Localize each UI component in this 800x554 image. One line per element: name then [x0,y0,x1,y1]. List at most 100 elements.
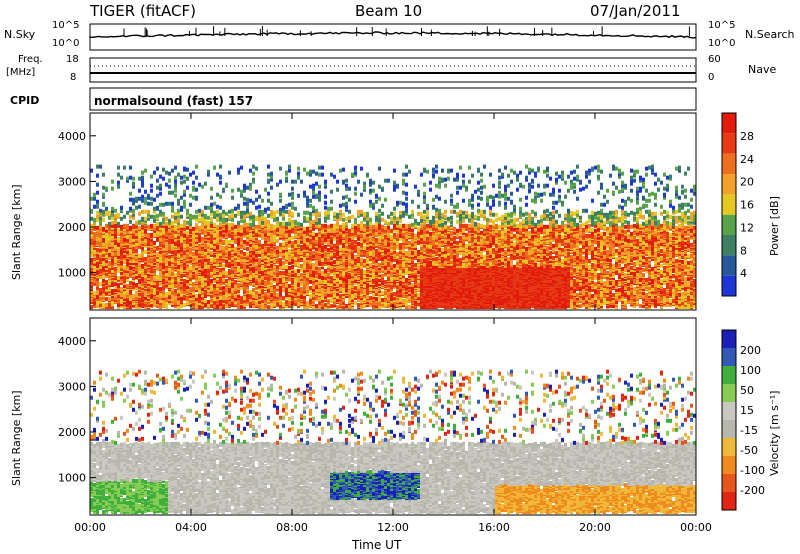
data-cell [324,184,327,189]
data-cell [321,278,324,283]
data-cell [177,234,180,239]
data-cell [159,231,162,236]
data-cell [243,243,246,248]
data-cell [345,207,348,212]
data-cell [168,272,171,277]
data-cell [171,274,174,279]
data-cell [234,272,237,277]
data-cell [291,263,294,268]
data-cell [114,213,117,218]
data-cell [138,303,141,308]
data-cell [126,289,129,294]
data-cell [234,251,237,256]
data-cell [210,186,213,191]
data-cell [243,183,246,188]
data-cell [339,294,342,299]
data-cell [345,244,348,249]
data-cell [270,246,273,251]
data-cell [240,300,243,305]
data-cell [270,174,273,179]
data-cell [180,269,183,274]
data-cell [195,214,198,219]
data-cell [351,268,354,273]
data-cell [102,172,105,177]
data-cell [258,248,261,253]
data-cell [231,261,234,266]
data-cell [333,211,336,216]
data-cell [273,257,276,262]
data-cell [135,224,138,229]
data-cell [342,305,345,310]
data-cell [345,185,348,190]
data-cell [216,254,219,259]
data-cell [333,270,336,275]
data-cell [348,279,351,284]
data-cell [168,184,171,189]
data-cell [219,212,222,217]
data-cell [198,305,201,310]
data-cell [207,244,210,249]
data-cell [96,270,99,275]
data-cell [294,274,297,279]
data-cell [354,228,357,233]
data-cell [198,225,201,230]
data-cell [126,225,129,230]
data-cell [222,256,225,261]
data-cell [162,232,165,237]
data-cell [330,286,333,291]
data-cell [186,208,189,213]
data-cell [336,292,339,297]
data-cell [324,288,327,293]
data-cell [141,209,144,214]
data-cell [264,296,267,301]
data-cell [189,233,192,238]
data-cell [171,257,174,262]
data-cell [363,181,366,186]
data-cell [195,217,198,222]
data-cell [222,234,225,239]
data-cell [291,243,294,248]
data-cell [186,263,189,268]
data-cell [210,294,213,299]
data-cell [360,241,363,246]
data-cell [330,282,333,287]
data-cell [288,257,291,262]
data-cell [309,268,312,273]
data-cell [186,232,189,237]
data-cell [171,205,174,210]
data-cell [177,285,180,290]
data-cell [114,271,117,276]
data-cell [96,301,99,306]
data-cell [309,254,312,259]
data-cell [183,260,186,265]
data-cell [333,285,336,290]
data-cell [240,243,243,248]
data-cell [249,225,252,230]
data-cell [294,268,297,273]
data-cell [135,237,138,242]
data-cell [210,269,213,274]
data-cell [303,263,306,268]
data-cell [189,292,192,297]
data-cell [174,226,177,231]
data-cell [216,215,219,220]
data-cell [312,223,315,228]
data-cell [252,179,255,184]
data-cell [216,230,219,235]
data-cell [174,224,177,229]
data-cell [237,240,240,245]
data-cell [342,280,345,285]
data-cell [246,227,249,232]
data-cell [93,192,96,197]
data-cell [198,228,201,233]
data-cell [147,212,150,217]
data-cell [90,263,93,268]
data-cell [93,274,96,279]
data-cell [132,239,135,244]
data-cell [150,276,153,281]
data-cell [210,290,213,295]
data-cell [96,286,99,291]
data-cell [189,247,192,252]
data-cell [153,232,156,237]
data-cell [243,261,246,266]
